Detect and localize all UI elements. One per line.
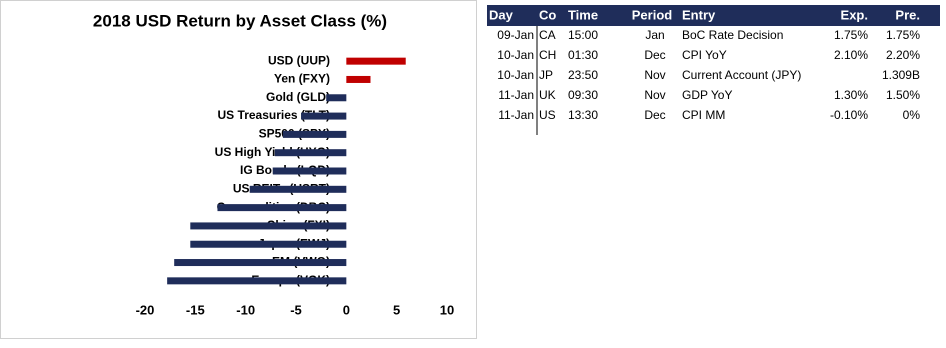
bar <box>190 240 347 248</box>
x-tick-label: -10 <box>236 302 255 317</box>
table-cell: Nov <box>644 88 665 102</box>
table-cell: 1.75% <box>834 28 868 42</box>
x-tick-label: 0 <box>343 302 350 317</box>
x-tick-label: -20 <box>136 302 155 317</box>
table-cell: CPI YoY <box>682 48 727 62</box>
table-cell: CH <box>539 48 556 62</box>
table-cell: 2.20% <box>886 48 920 62</box>
table-cell: 1.309B <box>882 68 920 82</box>
table-header-cell: Period <box>632 7 673 22</box>
table-header-cell: Entry <box>682 7 716 22</box>
table-cell: CPI MM <box>682 108 725 122</box>
table-cell: 13:30 <box>568 108 598 122</box>
table-header-cell: Day <box>489 7 514 22</box>
table-cell: BoC Rate Decision <box>682 28 783 42</box>
bar <box>346 57 406 65</box>
table-cell: 1.50% <box>886 88 920 102</box>
bar <box>301 112 347 120</box>
x-tick-label: 5 <box>393 302 400 317</box>
bar <box>274 149 347 157</box>
table-header-cell: Co <box>539 7 556 22</box>
table-header-cell: Exp. <box>841 7 868 22</box>
bar <box>190 222 347 230</box>
table-cell: 23:50 <box>568 68 598 82</box>
table-cell: US <box>539 108 556 122</box>
table-cell: 1.30% <box>834 88 868 102</box>
table-cell: GDP YoY <box>682 88 732 102</box>
bar <box>346 75 371 83</box>
table-cell: 10-Jan <box>497 68 534 82</box>
table-cell: JP <box>539 68 553 82</box>
bar <box>272 167 347 175</box>
x-tick-label: -5 <box>290 302 302 317</box>
table-header-cell: Pre. <box>895 7 920 22</box>
y-tick-label: Yen (FXY) <box>274 72 330 86</box>
chart-title: 2018 USD Return by Asset Class (%) <box>93 11 387 30</box>
table-cell: 11-Jan <box>498 108 534 122</box>
bar <box>282 130 347 138</box>
table-cell: 01:30 <box>568 48 598 62</box>
table-cell: Dec <box>644 48 665 62</box>
table-cell: Current Account (JPY) <box>682 68 801 82</box>
x-tick-label: 10 <box>440 302 454 317</box>
table-cell: 2.10% <box>834 48 868 62</box>
chart-frame <box>0 0 477 339</box>
bar <box>326 94 347 102</box>
table-cell: 15:00 <box>568 28 598 42</box>
table-cell: 09-Jan <box>497 28 534 42</box>
y-tick-label: USD (UUP) <box>268 53 330 67</box>
bar <box>249 185 347 193</box>
table-cell: Dec <box>644 108 665 122</box>
table-cell: UK <box>539 88 556 102</box>
table-header-cell: Time <box>568 7 598 22</box>
table-cell: Jan <box>645 28 664 42</box>
bar <box>174 259 347 267</box>
table-header-bg <box>487 5 940 26</box>
bar <box>217 204 347 212</box>
table-cell: 0% <box>903 108 921 122</box>
table-cell: CA <box>539 28 556 42</box>
table-cell: 1.75% <box>886 28 920 42</box>
y-tick-label: Gold (GLD) <box>266 90 330 104</box>
table-cell: 09:30 <box>568 88 598 102</box>
table-cell: -0.10% <box>830 108 868 122</box>
x-tick-label: -15 <box>186 302 205 317</box>
table-cell: 10-Jan <box>497 48 534 62</box>
bar <box>167 277 347 285</box>
table-cell: Nov <box>644 68 665 82</box>
table-cell: 11-Jan <box>498 88 534 102</box>
